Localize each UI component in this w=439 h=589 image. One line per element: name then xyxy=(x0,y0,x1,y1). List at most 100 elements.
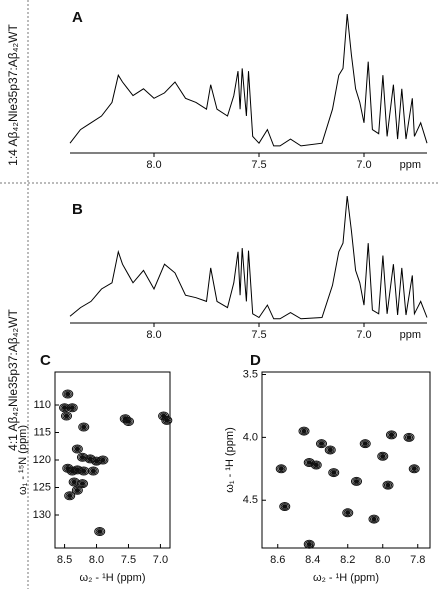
contour xyxy=(351,476,362,486)
x-tick-label: 8.2 xyxy=(340,554,355,566)
contour xyxy=(69,405,75,411)
contour xyxy=(64,491,76,501)
x-tick-label: 8.4 xyxy=(305,554,320,566)
contour xyxy=(78,453,87,461)
contour xyxy=(306,541,312,547)
contour xyxy=(161,415,173,425)
contour xyxy=(312,461,321,469)
peak xyxy=(61,411,72,421)
x-axis-label: ppm xyxy=(400,329,421,341)
contour xyxy=(61,411,72,421)
y-tick-label: 110 xyxy=(33,399,51,411)
peak xyxy=(76,479,88,489)
contour xyxy=(277,465,286,473)
peak xyxy=(78,466,90,476)
peak xyxy=(71,485,83,495)
contour xyxy=(62,389,74,399)
peak xyxy=(161,415,173,425)
contour xyxy=(100,457,106,463)
contour xyxy=(387,431,396,439)
peak xyxy=(403,432,415,442)
contour xyxy=(94,527,106,536)
contour xyxy=(279,502,291,512)
contour xyxy=(81,424,87,430)
x-tick-label: 8.0 xyxy=(375,554,390,566)
x-tick-label: 7.8 xyxy=(410,554,425,566)
panel-label: C xyxy=(40,352,51,369)
contour xyxy=(406,435,412,440)
contour xyxy=(62,412,71,420)
contour xyxy=(87,466,99,476)
peak xyxy=(97,455,109,465)
peak xyxy=(94,527,106,536)
contour xyxy=(343,509,352,517)
peak xyxy=(310,460,322,470)
contour xyxy=(162,417,171,424)
contour xyxy=(124,418,133,425)
contour xyxy=(313,462,319,468)
contour xyxy=(361,440,370,448)
y-tick-label: 3.5 xyxy=(243,368,258,380)
x-tick-label: 8.5 xyxy=(57,554,72,566)
contour xyxy=(65,492,74,500)
peak xyxy=(64,491,76,501)
contour xyxy=(98,456,108,464)
contour xyxy=(282,504,288,509)
contour xyxy=(305,540,314,548)
contour xyxy=(403,432,415,442)
peak xyxy=(298,426,310,436)
peak xyxy=(382,480,394,490)
peak xyxy=(377,451,389,461)
contour xyxy=(59,403,71,413)
contour xyxy=(352,477,361,485)
contour xyxy=(90,468,97,474)
contour xyxy=(359,439,371,449)
contour xyxy=(382,480,394,490)
contour xyxy=(305,459,314,466)
contour xyxy=(122,417,134,426)
contour xyxy=(66,493,73,499)
x-tick-label: 7.0 xyxy=(153,554,168,566)
x-tick-label: 8.0 xyxy=(146,329,161,341)
panel-label: A xyxy=(72,9,83,26)
y-axis-label: ω₁ - ¹H (ppm) xyxy=(224,427,236,492)
spectrum xyxy=(69,13,428,147)
contour xyxy=(79,454,86,460)
contour xyxy=(275,464,287,474)
peak xyxy=(368,514,380,524)
row-label: 4:1 Aβ₄₂Nle35p37:Aβ₄₂WT xyxy=(6,309,20,451)
peak xyxy=(386,430,397,440)
spectrum xyxy=(69,195,428,320)
peak xyxy=(359,439,371,449)
contour xyxy=(329,469,338,476)
row-label: 1:4 Aβ₄₂Nle35p37:Aβ₄₂WT xyxy=(6,24,20,166)
contour xyxy=(316,439,327,449)
contour xyxy=(301,428,307,434)
plot-frame xyxy=(54,371,171,549)
contour xyxy=(369,515,379,523)
panel-label: D xyxy=(250,352,261,369)
y-tick-label: 125 xyxy=(33,481,51,493)
contour xyxy=(411,466,417,472)
contour xyxy=(71,485,83,495)
contour xyxy=(76,479,88,489)
x-tick-label: 7.5 xyxy=(251,329,266,341)
contour xyxy=(73,466,82,474)
plot-frame xyxy=(261,371,431,549)
contour xyxy=(404,433,414,441)
y-tick-label: 4.0 xyxy=(243,431,258,443)
contour xyxy=(328,468,340,478)
contour xyxy=(74,446,81,452)
peak xyxy=(328,468,340,478)
contour xyxy=(92,457,101,465)
x-tick-label: 8.0 xyxy=(146,159,161,171)
peak xyxy=(342,508,354,518)
contour xyxy=(78,422,90,432)
contour xyxy=(331,470,337,475)
peak xyxy=(303,539,315,549)
contour xyxy=(345,510,351,516)
peak xyxy=(316,439,327,449)
contour xyxy=(164,418,170,423)
contour xyxy=(408,464,420,474)
